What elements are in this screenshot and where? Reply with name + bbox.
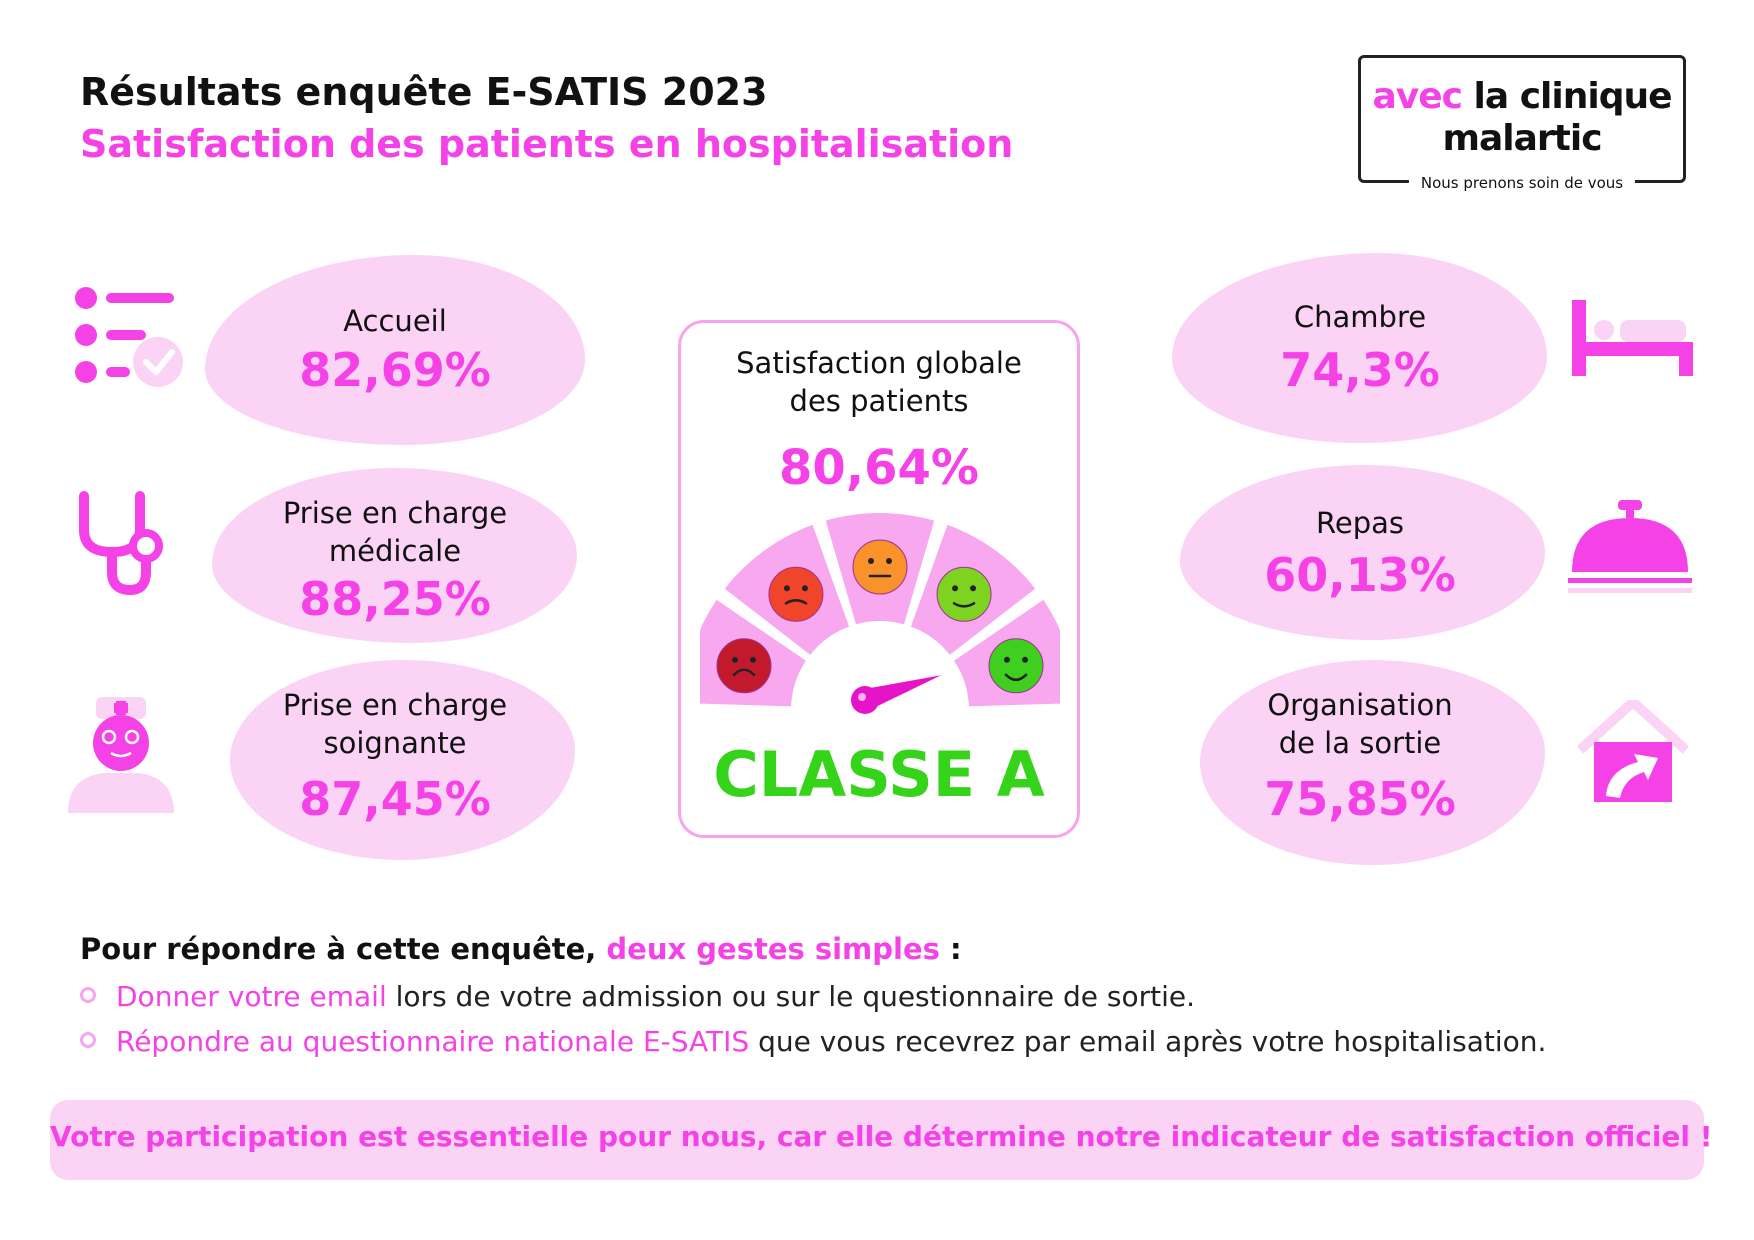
- stethoscope-icon: [79, 491, 163, 596]
- smiley-face-icon: [988, 638, 1044, 694]
- logo-tagline: Nous prenons soin de vous: [1408, 174, 1636, 192]
- global-satisfaction-value: 80,64%: [779, 440, 979, 496]
- card-value-sortie: 75,85%: [1264, 772, 1456, 826]
- card-value-soignante: 87,45%: [299, 772, 491, 826]
- grade-label: CLASSE A: [713, 738, 1045, 811]
- page-subtitle: Satisfaction des patients en hospitalisa…: [80, 122, 1014, 166]
- bullet-text: que vous recevrez par email après votre …: [749, 1025, 1547, 1058]
- card-label-sortie-line1: Organisation: [1267, 688, 1453, 722]
- smiley-face-icon: [936, 566, 992, 622]
- card-value-repas: 60,13%: [1264, 548, 1456, 602]
- instructions-title-end: :: [939, 932, 962, 966]
- bullet-circle-icon: [80, 1032, 96, 1048]
- card-label-soignante-line2: soignante: [323, 726, 467, 760]
- bullet-highlight: Répondre au questionnaire nationale E-SA…: [116, 1025, 750, 1058]
- instructions-title: Pour répondre à cette enquête, deux gest…: [80, 932, 962, 966]
- card-blob: [1172, 253, 1547, 443]
- cloche-icon: [1568, 500, 1692, 593]
- card-value-accueil: 82,69%: [299, 343, 491, 397]
- page-title: Résultats enquête E-SATIS 2023: [80, 70, 768, 114]
- instruction-bullet: Répondre au questionnaire nationale E-SA…: [80, 1025, 1546, 1058]
- card-label-accueil: Accueil: [343, 304, 447, 338]
- logo-word-avec: avec: [1372, 76, 1463, 117]
- card-blob: [1200, 660, 1545, 865]
- card-value-medicale: 88,25%: [299, 572, 491, 626]
- card-label-medicale-line1: Prise en charge: [282, 496, 508, 530]
- card-label-medicale-line2: médicale: [328, 534, 462, 568]
- global-label-line1: Satisfaction globale: [736, 346, 1022, 380]
- card-blob: [230, 660, 575, 860]
- instructions-title-dark: Pour répondre à cette enquête,: [80, 932, 597, 966]
- smiley-face-icon: [852, 539, 908, 595]
- bullet-highlight: Donner votre email: [116, 980, 387, 1013]
- participation-banner: [50, 1100, 1704, 1180]
- card-label-repas: Repas: [1316, 506, 1404, 540]
- nurse-icon: [68, 697, 174, 813]
- logo-line-2: malartic: [1442, 118, 1602, 159]
- bed-icon: [1572, 300, 1693, 376]
- participation-banner-text: Votre participation est essentielle pour…: [50, 1120, 1713, 1153]
- clinic-logo: avec la clinique malartic Nous prenons s…: [1358, 55, 1686, 192]
- house-exit-icon: [1578, 700, 1688, 802]
- logo-word-la-clinique: la clinique: [1473, 76, 1673, 117]
- smiley-face-icon: [768, 566, 824, 622]
- global-label-line2: des patients: [789, 384, 969, 418]
- card-value-chambre: 74,3%: [1280, 343, 1440, 397]
- card-blob: [1180, 465, 1545, 640]
- bullet-text: lors de votre admission ou sur le questi…: [386, 980, 1196, 1013]
- logo-line-1: avec la clinique: [1361, 76, 1683, 117]
- satisfaction-gauge: [700, 511, 1060, 714]
- gauge-needle: [851, 675, 942, 714]
- instruction-bullet: Donner votre email lors de votre admissi…: [80, 980, 1195, 1013]
- instructions-title-pink: deux gestes simples: [606, 932, 940, 966]
- card-label-chambre: Chambre: [1293, 300, 1427, 334]
- card-blob: [205, 255, 585, 445]
- checklist-icon: [75, 287, 183, 387]
- bullet-circle-icon: [80, 987, 96, 1003]
- global-satisfaction-label: Satisfaction globale des patients: [678, 344, 1080, 420]
- card-label-soignante-line1: Prise en charge: [282, 688, 508, 722]
- card-blob: [212, 468, 577, 643]
- card-label-sortie-line2: de la sortie: [1278, 726, 1442, 760]
- smiley-face-icon: [716, 638, 772, 694]
